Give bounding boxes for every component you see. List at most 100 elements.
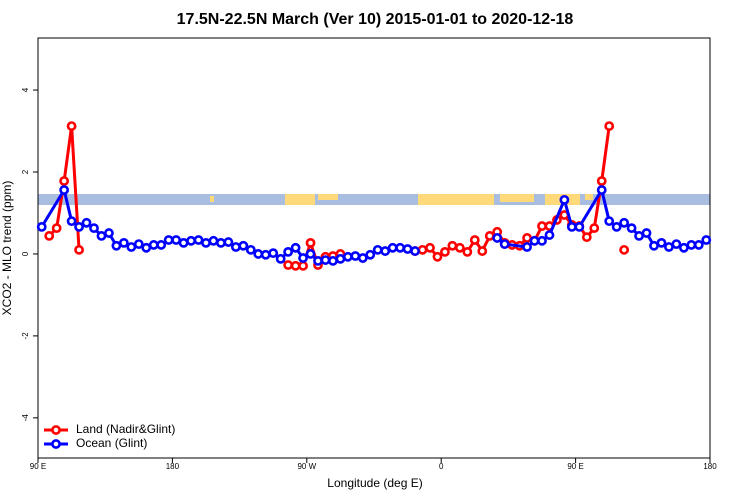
data-point [59, 185, 70, 195]
data-point [44, 231, 55, 241]
data-point [544, 230, 555, 240]
data-point [604, 121, 615, 131]
x-tick-label: 180 [166, 462, 180, 471]
data-point [178, 237, 189, 248]
data-point [74, 221, 84, 232]
data-point [701, 235, 712, 245]
data-point [678, 242, 689, 253]
data-point [298, 260, 308, 271]
legend-label: Land (Nadir&Glint) [76, 422, 175, 436]
data-point [522, 233, 532, 243]
data-point [66, 216, 77, 227]
land-band [210, 196, 214, 202]
data-point [357, 253, 368, 263]
data-point [574, 221, 585, 232]
data-point [342, 251, 353, 262]
y-axis-label: XCO2 - MLO trend (ppm) [0, 181, 14, 316]
x-axis-label: Longitude (deg E) [327, 476, 422, 490]
data-point [305, 249, 316, 259]
data-point [410, 246, 420, 256]
data-point [656, 237, 667, 248]
plot-frame [37, 37, 711, 459]
data-point [417, 244, 428, 255]
data-point [641, 228, 652, 238]
data-point [66, 121, 77, 131]
data-point [171, 235, 182, 245]
data-point [186, 235, 196, 246]
data-point [537, 235, 547, 246]
y-tick-label: 4 [21, 87, 30, 92]
data-point [208, 235, 219, 246]
data-point [581, 232, 592, 243]
land-band [585, 194, 593, 200]
data-point [320, 255, 331, 265]
data-point [141, 242, 152, 253]
legend-label: Ocean (Glint) [76, 436, 147, 450]
data-point [74, 244, 84, 255]
data-point [484, 231, 495, 241]
data-point [163, 235, 174, 245]
data-point [290, 260, 301, 271]
land-band [318, 194, 338, 200]
data-point [395, 242, 406, 253]
x-tick-label: 90 E [567, 462, 583, 471]
data-point [604, 216, 615, 227]
data-point [649, 240, 659, 251]
data-point [126, 242, 137, 252]
x-tick-label: 90 W [297, 462, 316, 471]
x-tick-label: 90 E [30, 462, 46, 471]
land-band [285, 194, 315, 205]
data-point [216, 237, 226, 248]
data-point [454, 242, 465, 253]
data-point [104, 228, 114, 238]
data-point [529, 235, 540, 246]
data-point [589, 223, 600, 234]
data-point [59, 176, 70, 186]
x-tick-label: 0 [439, 462, 444, 471]
data-point [283, 246, 294, 257]
data-point [402, 244, 413, 254]
data-point [89, 223, 99, 234]
legend-marker [51, 425, 61, 435]
land-band [418, 194, 494, 205]
data-point [619, 244, 630, 255]
data-point [693, 240, 704, 250]
data-point [148, 240, 159, 250]
data-point [664, 242, 674, 252]
data-point [499, 239, 510, 250]
data-point [671, 239, 682, 250]
data-point [96, 231, 107, 241]
data-point [133, 239, 144, 250]
data-point [447, 240, 458, 251]
data-point [522, 242, 532, 252]
data-point [335, 253, 346, 264]
ocean-band [38, 194, 710, 205]
data-point [350, 251, 361, 261]
data-point [253, 249, 264, 259]
y-tick-label: 2 [21, 169, 30, 174]
data-point [201, 237, 211, 248]
chart-title: 17.5N-22.5N March (Ver 10) 2015-01-01 to… [177, 11, 574, 28]
data-point [193, 235, 204, 245]
data-point [313, 256, 323, 266]
data-point [328, 256, 338, 266]
data-point [559, 194, 570, 205]
data-point [223, 237, 234, 247]
data-point [372, 244, 383, 255]
data-point [298, 253, 308, 263]
data-point [365, 249, 376, 260]
data-point [626, 223, 637, 234]
data-point [425, 242, 435, 253]
data-point [492, 233, 503, 243]
y-tick-label: -2 [21, 332, 30, 340]
data-point [111, 240, 122, 251]
data-point [432, 251, 443, 262]
data-point [290, 242, 301, 253]
data-point [305, 237, 316, 248]
data-point [245, 244, 256, 255]
data-point [81, 217, 92, 228]
data-point [440, 246, 450, 257]
data-point [566, 221, 577, 232]
data-point [36, 221, 47, 232]
